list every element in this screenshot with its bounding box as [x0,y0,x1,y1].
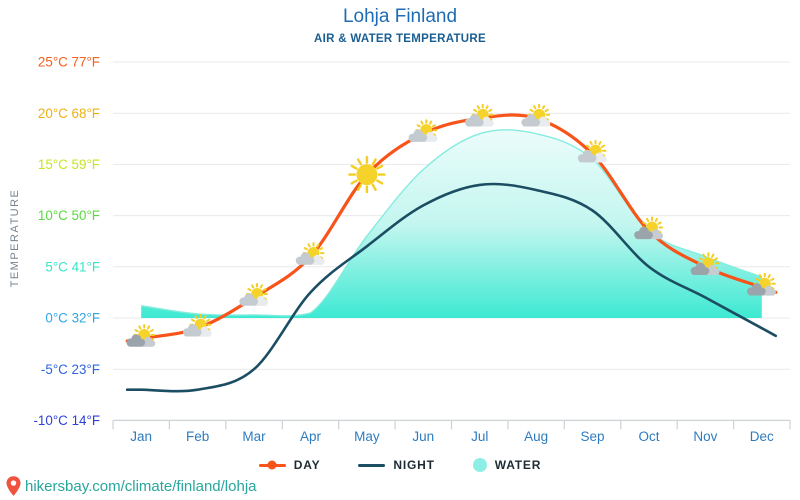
legend-label-night: NIGHT [393,458,435,472]
weather-icon-heavy-Dec [747,272,776,296]
y-tick-label: 0°C 32°F [45,311,100,326]
month-label: Mar [242,429,266,444]
x-axis [112,419,791,430]
y-axis-title: TEMPERATURE [9,188,21,288]
legend-item-day: DAY [258,458,321,472]
month-label: Dec [750,429,774,444]
y-tick-label: -5°C 23°F [41,362,100,377]
y-tick-label: 10°C 50°F [38,208,100,223]
weather-icon-light-Mar [239,283,269,306]
month-label: Jul [471,429,488,444]
y-tick-label: 20°C 68°F [38,106,100,121]
legend-item-night: NIGHT [358,458,434,472]
legend-label-water: WATER [494,458,542,472]
day-line [125,113,778,343]
weather-icon-light-Aug [521,103,551,127]
month-labels: Jan Feb Mar Apr May Jun Jul Aug Sep Oct Nov Dec [130,429,774,444]
weather-icon-heavy-Jan [126,324,156,347]
night-line [125,182,778,393]
day-line-swatch [258,460,286,470]
month-label: Jan [130,429,152,444]
month-label: Feb [186,429,209,444]
month-label: Apr [300,429,322,444]
day-dot-icon [267,460,277,470]
night-line-swatch [358,463,386,467]
month-label: Oct [638,429,659,444]
weather-icons [126,103,776,347]
chart-subtitle: AIR & WATER TEMPERATURE [314,33,486,45]
weather-icon-light-Jul [464,103,494,127]
chart-legend: DAY NIGHT WATER [0,458,800,472]
footer-url-text: hikersbay.com/climate/finland/lohja [25,478,257,495]
weather-icon-light-Jun [408,119,438,143]
month-label: Aug [524,429,548,444]
y-tick-label: 5°C 41°F [45,259,100,274]
footer-link[interactable]: hikersbay.com/climate/finland/lohja [6,476,257,497]
water-swatch [472,458,487,472]
location-pin-icon [6,476,21,496]
month-label: Nov [693,429,717,444]
month-label: Jun [412,429,434,444]
weather-icon-light-Apr [295,242,325,265]
y-tick-label: -10°C 14°F [33,413,100,428]
weather-icon-light-Sep [577,139,607,163]
month-label: May [354,429,380,444]
legend-item-water: WATER [472,458,542,472]
y-tick-label: 25°C 77°F [38,55,100,70]
y-tick-label: 15°C 59°F [38,157,100,172]
legend-label-day: DAY [293,458,321,472]
month-label: Sep [580,429,604,444]
weather-icon-light-Feb [182,313,212,337]
water-area [141,129,763,318]
chart-title: Lohja Finland [342,6,458,27]
weather-icon-heavy-Nov [690,252,720,276]
weather-icon-sun-May [348,155,386,194]
weather-icon-heavy-Oct [634,216,664,240]
y-axis-labels: 25°C 77°F 20°C 68°F 15°C 59°F 10°C 50°F 5°C … [33,55,100,428]
